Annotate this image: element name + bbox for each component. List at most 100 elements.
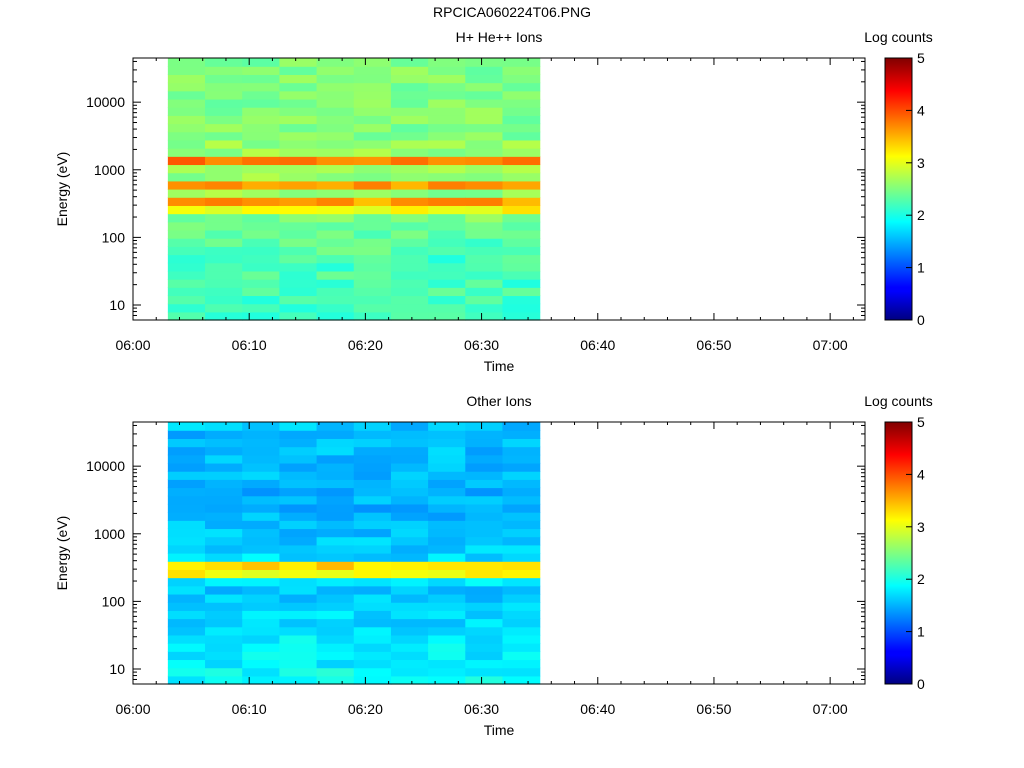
heatmap-cell xyxy=(465,107,504,116)
heatmap-cell xyxy=(205,479,243,489)
heatmap-cell xyxy=(353,279,392,288)
x-tick-label: 06:30 xyxy=(464,337,499,353)
heatmap-cell xyxy=(316,74,355,84)
heatmap-cell xyxy=(242,262,280,272)
heatmap-cell xyxy=(205,311,243,321)
heatmap-cell xyxy=(465,229,504,239)
heatmap-cell xyxy=(279,115,318,125)
heatmap-cell xyxy=(502,66,541,75)
heatmap-cell xyxy=(353,651,392,661)
heatmap-cell xyxy=(390,577,429,587)
heatmap-cell xyxy=(428,58,466,67)
heatmap-cell xyxy=(316,610,355,620)
heatmap-cell xyxy=(167,610,206,620)
heatmap-cell xyxy=(279,246,318,256)
heatmap-cell xyxy=(353,229,392,239)
heatmap-cell xyxy=(205,471,243,480)
heatmap-cell xyxy=(279,462,318,472)
heatmap-cell xyxy=(279,123,318,133)
heatmap-cell xyxy=(279,520,318,530)
heatmap-cell xyxy=(167,238,206,247)
heatmap-cell xyxy=(205,279,243,288)
heatmap-cell xyxy=(242,246,280,256)
x-axis-label: Time xyxy=(484,358,515,374)
heatmap-cell xyxy=(242,528,280,538)
heatmap-cell xyxy=(428,254,466,264)
heatmap-cell xyxy=(428,279,466,288)
heatmap-cell xyxy=(167,213,206,223)
heatmap-cell xyxy=(242,287,280,297)
heatmap-cell xyxy=(353,503,392,513)
heatmap-cell xyxy=(167,593,206,603)
heatmap-cell xyxy=(502,205,541,215)
heatmap-cell xyxy=(242,454,280,464)
heatmap-cell xyxy=(205,262,243,272)
heatmap-cell xyxy=(316,585,355,595)
heatmap-cell xyxy=(428,593,466,603)
heatmap-cell xyxy=(465,512,504,521)
heatmap-cell xyxy=(242,205,280,215)
heatmap-cell xyxy=(242,139,280,149)
heatmap-cell xyxy=(316,503,355,513)
colorbar-tick-label: 5 xyxy=(917,50,925,66)
heatmap-cell xyxy=(316,303,355,313)
colorbar-tick-label: 3 xyxy=(917,155,925,171)
heatmap-cell xyxy=(353,221,392,231)
heatmap-cell xyxy=(428,438,466,448)
heatmap-cell xyxy=(465,430,504,439)
heatmap-cell xyxy=(428,164,466,174)
heatmap-cell xyxy=(279,422,318,431)
heatmap-cell xyxy=(316,553,355,562)
heatmap-cell xyxy=(167,651,206,661)
heatmap-cell xyxy=(279,311,318,321)
heatmap-cell xyxy=(502,446,541,456)
heatmap-cell xyxy=(242,495,280,505)
heatmap-cell xyxy=(316,438,355,448)
heatmap-cell xyxy=(353,98,392,108)
heatmap-cell xyxy=(316,495,355,505)
heatmap-cell xyxy=(279,675,318,685)
heatmap-cell xyxy=(502,454,541,464)
heatmap-cell xyxy=(316,229,355,239)
heatmap-cell xyxy=(279,577,318,587)
heatmap-cell xyxy=(465,189,504,198)
heatmap-cell xyxy=(242,651,280,661)
heatmap-cell xyxy=(390,66,429,75)
heatmap-cell xyxy=(353,561,392,570)
heatmap-cell xyxy=(316,667,355,677)
heatmap-cell xyxy=(205,610,243,620)
heatmap-cell xyxy=(205,536,243,546)
colorbar-tick-label: 5 xyxy=(917,414,925,430)
heatmap-cell xyxy=(390,238,429,247)
heatmap-cell xyxy=(465,675,504,685)
heatmap-cell xyxy=(167,585,206,595)
heatmap-cell xyxy=(428,66,466,75)
heatmap-cell xyxy=(428,229,466,239)
heatmap-cell xyxy=(279,66,318,75)
x-tick-label: 07:00 xyxy=(813,701,848,717)
heatmap-cell xyxy=(205,148,243,157)
x-tick-label: 06:40 xyxy=(580,337,615,353)
heatmap-cell xyxy=(390,659,429,669)
heatmap-cell xyxy=(316,593,355,603)
heatmap-cell xyxy=(167,205,206,215)
heatmap-cell xyxy=(465,287,504,297)
heatmap-cell xyxy=(428,675,466,685)
heatmap-cell xyxy=(279,287,318,297)
heatmap-cell xyxy=(502,675,541,685)
x-tick-label: 06:10 xyxy=(232,337,267,353)
heatmap-cell xyxy=(242,446,280,456)
heatmap-cell xyxy=(353,585,392,595)
heatmap-cell xyxy=(502,593,541,603)
heatmap-cell xyxy=(279,205,318,215)
heatmap-cell xyxy=(502,503,541,513)
x-tick-label: 07:00 xyxy=(813,337,848,353)
heatmap-cell xyxy=(242,66,280,75)
y-axis-label: Energy (eV) xyxy=(54,516,70,591)
heatmap-cell xyxy=(502,148,541,157)
heatmap-cell xyxy=(205,180,243,190)
heatmap-cell xyxy=(428,471,466,480)
x-tick-label: 06:00 xyxy=(115,701,150,717)
heatmap-cell xyxy=(465,643,504,652)
heatmap-cell xyxy=(428,98,466,108)
